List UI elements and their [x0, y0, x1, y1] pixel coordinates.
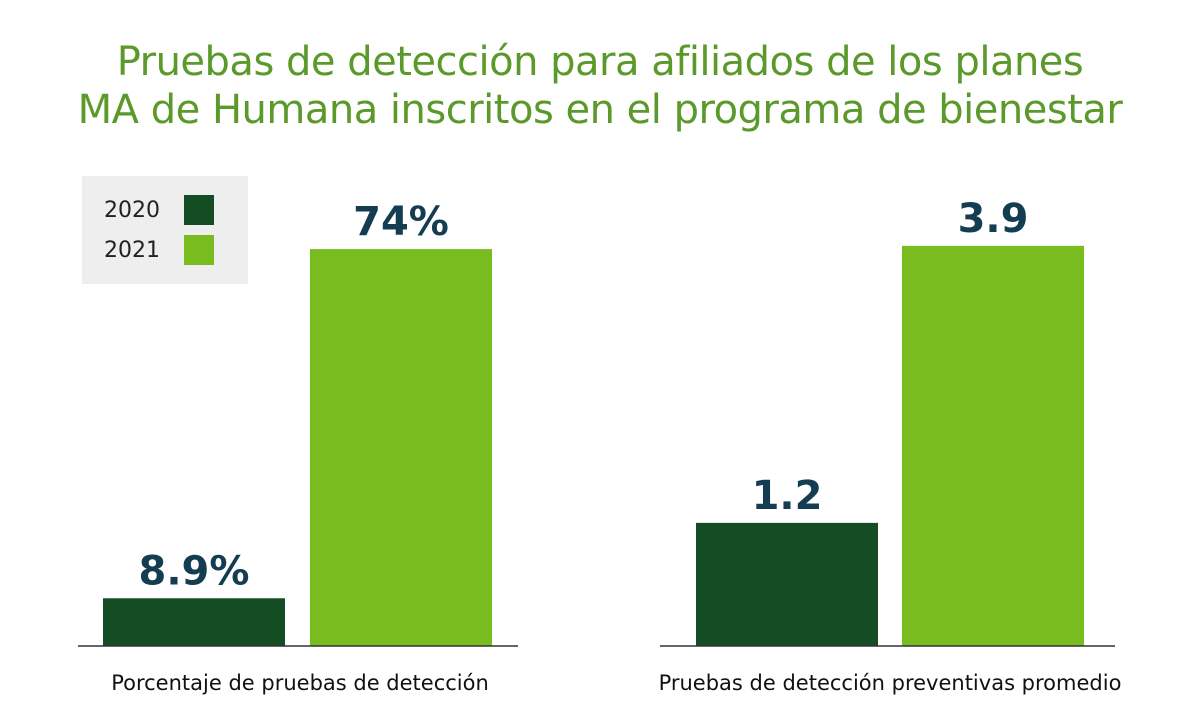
bar-2020-panel-2 [696, 522, 878, 646]
bar-2020-panel-1 [103, 598, 285, 646]
bar-2021-panel-2 [902, 245, 1084, 646]
legend-swatch-2021 [184, 235, 214, 265]
x-axis-label-panel-1: Porcentaje de pruebas de detección [111, 671, 489, 695]
data-label-2021-panel-1: 74% [353, 199, 449, 245]
chart-title-line-1: Pruebas de detección para afiliados de l… [116, 39, 1084, 85]
legend-label-2021: 2021 [104, 237, 160, 263]
legend-label-2020: 2020 [104, 197, 160, 223]
data-label-2021-panel-2: 3.9 [958, 196, 1029, 242]
data-label-2020-panel-2: 1.2 [752, 473, 823, 519]
data-label-2020-panel-1: 8.9% [139, 548, 250, 594]
x-axis-label-panel-2: Pruebas de detección preventivas promedi… [659, 671, 1122, 695]
bar-2021-panel-1 [310, 249, 492, 646]
chart-panel-1: 8.9% 74% Porcentaje de pruebas de detecció… [78, 199, 518, 695]
legend-item-2020: 2020 [104, 193, 214, 227]
legend: 2020 2021 [82, 176, 248, 284]
legend-item-2021: 2021 [104, 233, 214, 267]
legend-swatch-2020 [184, 195, 214, 225]
chart-title-line-2: MA de Humana inscritos en el programa de… [77, 87, 1123, 133]
chart-title: Pruebas de detección para afiliados de l… [0, 38, 1200, 134]
chart-panel-2: 1.2 3.9 Pruebas de detección preventivas p… [659, 196, 1122, 695]
